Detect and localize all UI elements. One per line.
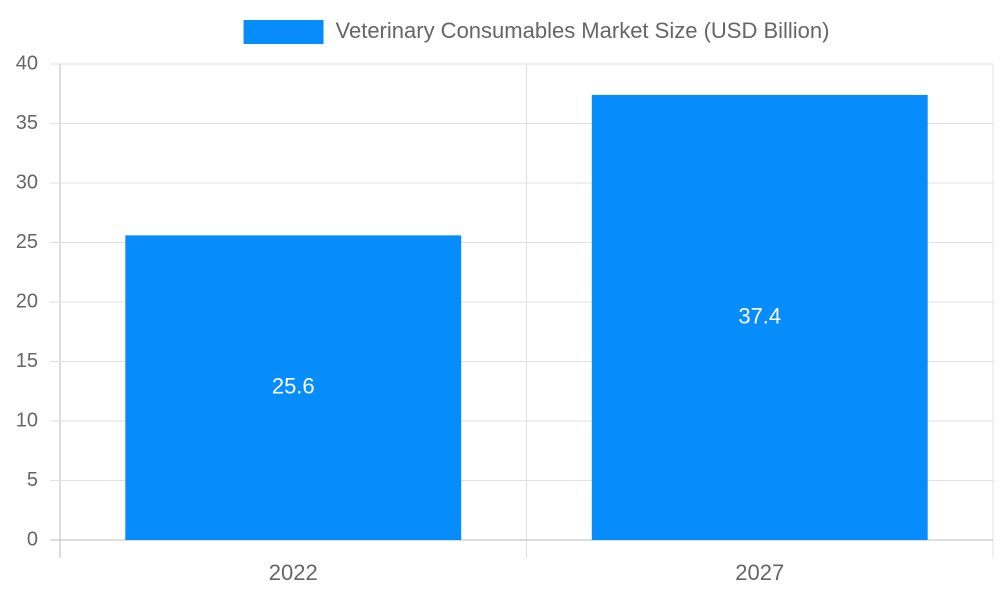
x-tick-label: 2022 [269,560,318,585]
y-tick-label: 15 [16,350,38,372]
y-tick-label: 35 [16,112,38,134]
y-tick-label: 5 [27,469,38,491]
data-label: 25.6 [272,373,315,398]
bar [125,235,462,541]
y-tick-label: 30 [16,171,38,193]
y-tick-label: 10 [16,409,38,431]
y-tick-label: 25 [16,231,38,253]
x-tick-label: 2027 [735,560,784,585]
legend-label[interactable]: Veterinary Consumables Market Size (USD … [336,18,830,43]
bar [591,94,928,540]
data-label: 37.4 [738,303,781,328]
y-tick-label: 40 [16,52,38,74]
y-tick-label: 20 [16,290,38,312]
y-tick-label: 0 [27,528,38,550]
legend-swatch [243,20,324,44]
